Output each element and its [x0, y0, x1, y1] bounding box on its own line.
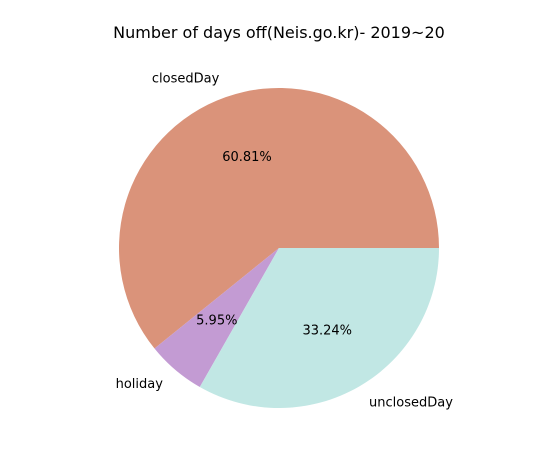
- slice-pct-closedDay: 60.81%: [222, 150, 272, 165]
- slice-label-unclosedDay: unclosedDay: [369, 395, 453, 410]
- chart-title: Number of days off(Neis.go.kr)- 2019~20: [113, 23, 445, 42]
- slice-label-holiday: holiday: [116, 377, 164, 392]
- slice-pct-holiday: 5.95%: [196, 314, 237, 329]
- slice-pct-unclosedDay: 33.24%: [302, 324, 352, 339]
- pie-slices: [119, 88, 439, 408]
- slice-label-closedDay: closedDay: [152, 72, 220, 87]
